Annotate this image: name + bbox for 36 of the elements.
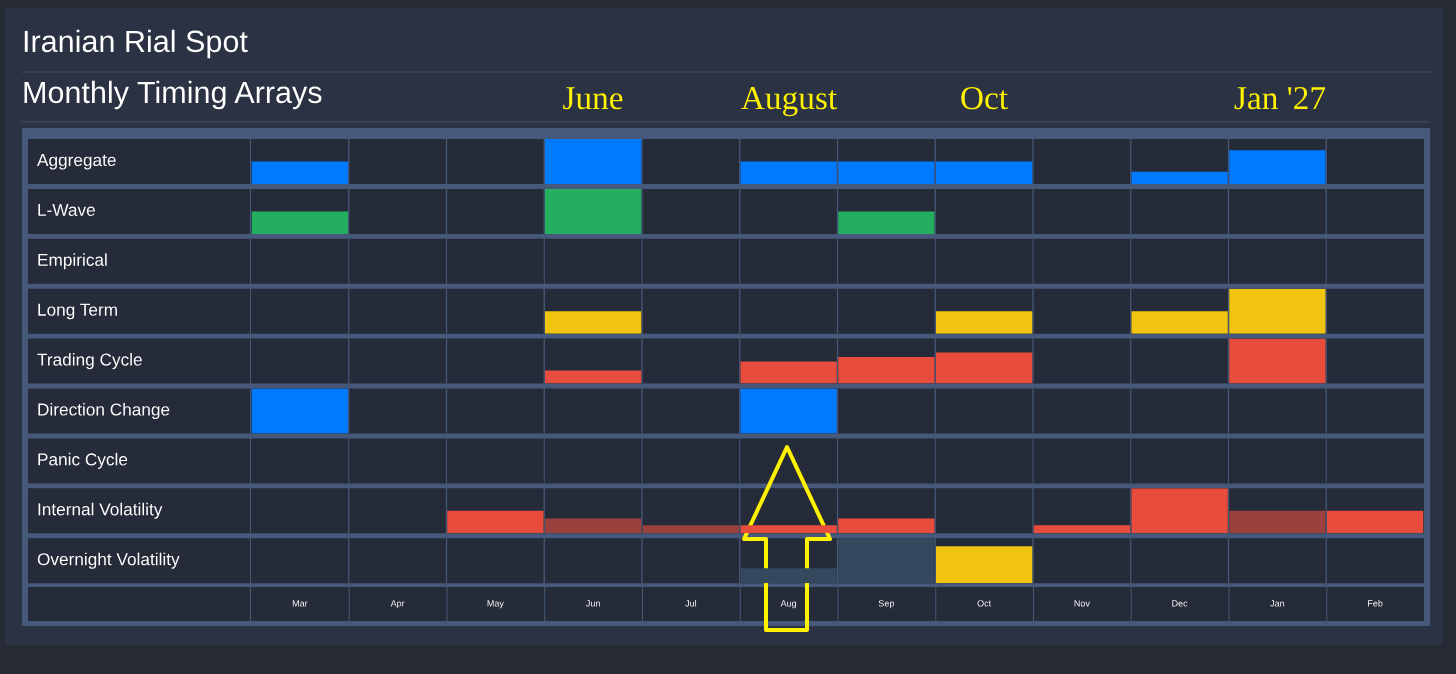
text: Jan '27: [1234, 86, 1326, 110]
x-tick-label: Jun: [585, 600, 600, 607]
bar: [544, 518, 642, 534]
y-axis-title: Overnight Volatility: [37, 552, 180, 569]
x-tick-label: Feb: [1368, 599, 1383, 607]
chart-title: Iranian Rial Spot: [24, 29, 248, 59]
y-axis-title: L-Wave: [38, 204, 95, 217]
bar: [447, 510, 544, 534]
bar: [544, 139, 642, 184]
y-axis-title: Trading Cycle: [37, 353, 142, 370]
x-tick-label: Jan: [1270, 600, 1285, 607]
x-tick-label: Oct: [977, 600, 992, 607]
chart-subtitle: Monthly Timing Arrays: [24, 80, 322, 110]
text: Empirical: [38, 253, 107, 270]
y-axis-title: Direction Change: [38, 402, 170, 420]
bar: [251, 161, 349, 184]
y-axis-title: Internal Volatility: [38, 502, 163, 519]
text: June: [563, 87, 623, 110]
y-axis-title: Long Term: [38, 303, 117, 320]
y-axis-title: Aggregate: [37, 154, 116, 170]
x-tick-label: Sep: [878, 600, 895, 609]
bar: [1326, 510, 1424, 534]
bar: [1229, 510, 1326, 534]
text: Panic Cycle: [38, 452, 128, 469]
bar: [642, 525, 740, 534]
x-tick-label: Mar: [292, 600, 308, 607]
x-tick-label: Jul: [685, 599, 697, 607]
x-tick-label: Aug: [780, 600, 797, 609]
x-tick-label: Apr: [390, 600, 405, 609]
bar: [1229, 338, 1326, 384]
x-tick-label: Nov: [1074, 600, 1090, 607]
text: August: [741, 86, 837, 117]
x-tick-label: May: [487, 600, 504, 609]
x-tick-label: Dec: [1172, 600, 1188, 607]
text: Oct: [961, 86, 1008, 110]
bar: [544, 370, 642, 384]
